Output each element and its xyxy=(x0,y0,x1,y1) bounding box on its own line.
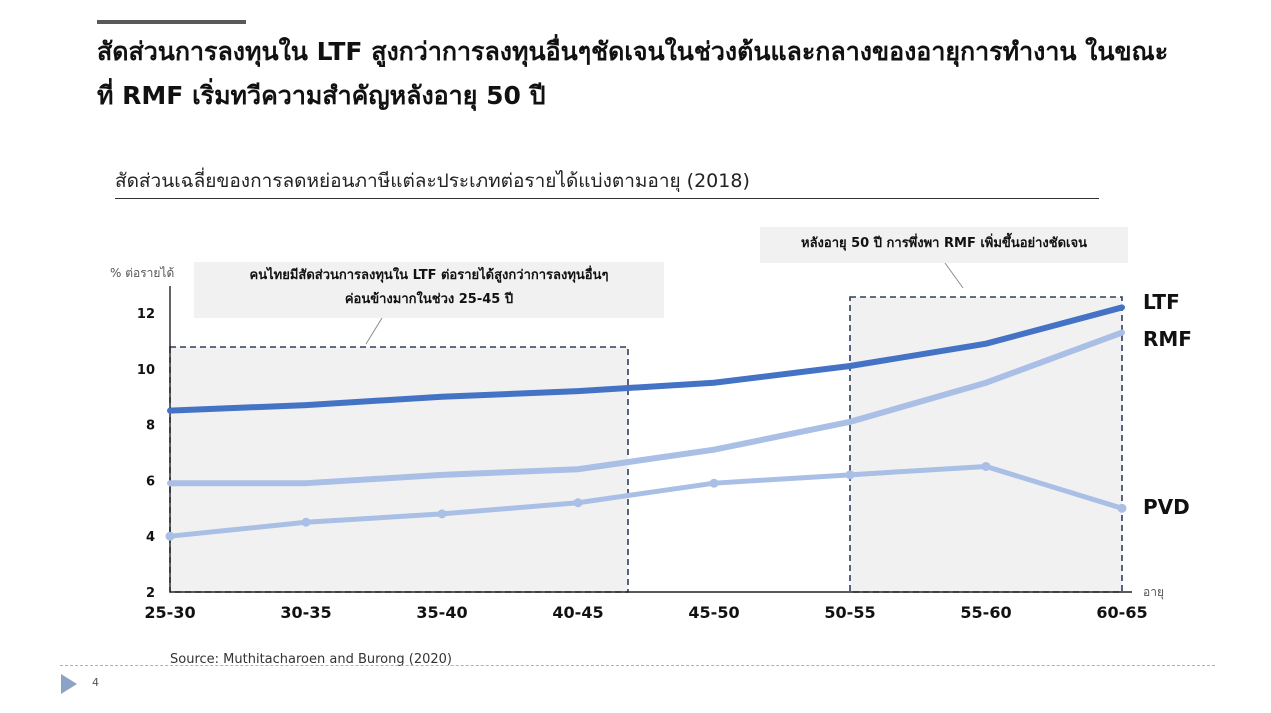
callout-rmf-after-50: หลังอายุ 50 ปี การพึ่งพา RMF เพิ่มขึ้นอย… xyxy=(760,227,1128,263)
series-label-ltf: LTF xyxy=(1143,290,1180,314)
headline-line-2: ที่ RMF เริ่มทวีความสำคัญหลังอายุ 50 ปี xyxy=(97,81,546,110)
source-note: Source: Muthitacharoen and Burong (2020) xyxy=(170,652,452,667)
data-point-pvd xyxy=(165,531,175,541)
series-line-ltf xyxy=(167,304,1125,414)
data-point-pvd xyxy=(981,461,991,471)
y-tick-label: 8 xyxy=(146,419,155,434)
series-label-rmf: RMF xyxy=(1143,327,1192,351)
data-point-pvd xyxy=(437,509,447,519)
x-tick-label: 35-40 xyxy=(416,603,467,622)
y-tick-label: 6 xyxy=(146,474,155,489)
footer-rule xyxy=(60,665,1215,666)
x-tick-label: 50-55 xyxy=(824,603,875,622)
series-lines xyxy=(167,304,1125,539)
y-tick-label: 10 xyxy=(137,363,155,378)
callout-left-line-1: คนไทยมีสัดส่วนการลงทุนใน LTF ต่อรายได้สู… xyxy=(249,268,609,283)
chart-axes xyxy=(169,286,1132,593)
tick-labels: 2 4 6 8 10 12 25-30 30-35 35-40 40-45 45-50 50-55 55… xyxy=(110,266,1164,622)
chart-title: สัดส่วนเฉลี่ยของการลดหย่อนภาษีแต่ละประเภ… xyxy=(115,170,750,192)
series-line-pvd xyxy=(167,463,1125,539)
series-label-pvd: PVD xyxy=(1143,495,1190,519)
callout-left-connector xyxy=(365,317,383,345)
data-point-pvd xyxy=(573,498,583,508)
callout-ltf-early-career: คนไทยมีสัดส่วนการลงทุนใน LTF ต่อรายได้สู… xyxy=(194,262,664,318)
data-point-pvd xyxy=(709,478,719,488)
top-accent-rule xyxy=(97,20,246,24)
highlight-boxes xyxy=(169,296,1123,593)
series-points xyxy=(165,461,1127,541)
y-tick-label: 2 xyxy=(146,586,155,601)
x-tick-label: 45-50 xyxy=(688,603,739,622)
x-tick-label: 60-65 xyxy=(1096,603,1147,622)
series-line-rmf xyxy=(167,329,1125,487)
y-tick-label: 4 xyxy=(146,530,155,545)
chart-title-rule xyxy=(115,198,1099,199)
data-point-pvd xyxy=(1117,503,1127,513)
y-tick-label: 12 xyxy=(137,307,155,322)
callout-left-line-2: ค่อนข้างมากในช่วง 25-45 ปี xyxy=(344,292,514,307)
headline-line-1: สัดส่วนการลงทุนใน LTF สูงกว่าการลงทุนอื่… xyxy=(97,37,1169,66)
slide-headline: สัดส่วนการลงทุนใน LTF สูงกว่าการลงทุนอื่… xyxy=(97,30,1247,118)
x-tick-label: 40-45 xyxy=(552,603,603,622)
x-tick-label: 55-60 xyxy=(960,603,1011,622)
data-point-pvd xyxy=(845,470,855,480)
y-axis-label: % ต่อรายได้ xyxy=(110,266,174,280)
callout-connectors xyxy=(365,262,964,345)
page-arrow-icon xyxy=(61,674,77,694)
callout-right-connector xyxy=(944,262,964,289)
x-axis-label: อายุ xyxy=(1143,585,1164,600)
data-point-pvd xyxy=(301,517,311,527)
page-number: 4 xyxy=(92,676,99,689)
x-tick-label: 30-35 xyxy=(280,603,331,622)
x-tick-label: 25-30 xyxy=(144,603,195,622)
